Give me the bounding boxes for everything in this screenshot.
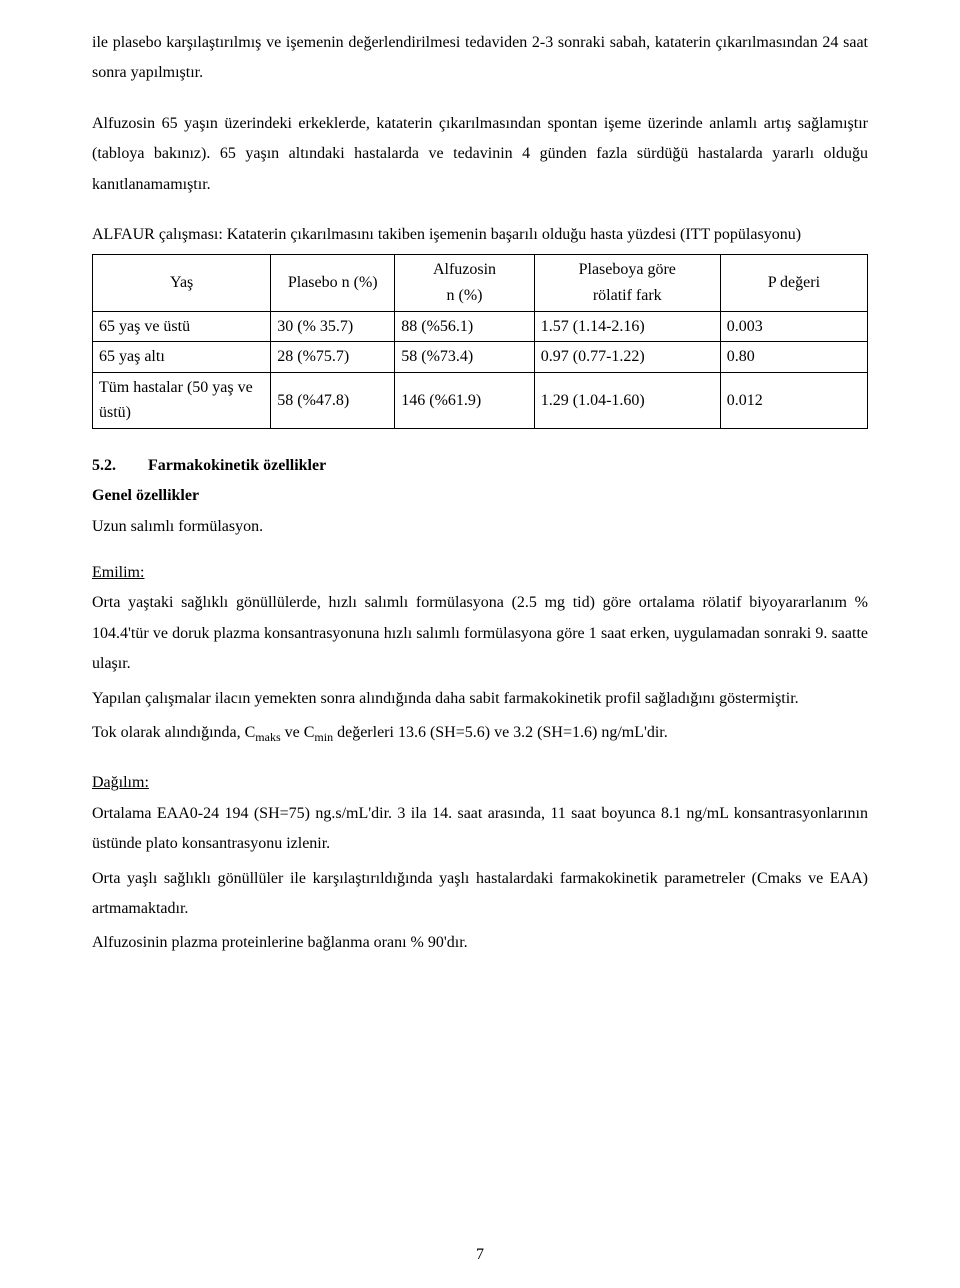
table-row: 65 yaş altı 28 (%75.7) 58 (%73.4) 0.97 (… <box>93 342 868 373</box>
table-row: 65 yaş ve üstü 30 (% 35.7) 88 (%56.1) 1.… <box>93 311 868 342</box>
subscript-maks: maks <box>255 730 280 744</box>
alfaur-table: Yaş Plasebo n (%) Alfuzosin n (%) Plaseb… <box>92 254 868 429</box>
dagilim-p3: Alfuzosinin plazma proteinlerine bağlanm… <box>92 928 868 958</box>
emilim-p3-mid: ve C <box>281 724 315 741</box>
emilim-p3-pre: Tok olarak alındığında, C <box>92 724 255 741</box>
document-page: ile plasebo karşılaştırılmış ve işemenin… <box>0 0 960 1288</box>
dagilim-heading: Dağılım: <box>92 768 868 798</box>
table-header-row: Yaş Plasebo n (%) Alfuzosin n (%) Plaseb… <box>93 255 868 311</box>
dagilim-block: Dağılım: Ortalama EAA0-24 194 (SH=75) ng… <box>92 768 868 958</box>
dagilim-p1: Ortalama EAA0-24 194 (SH=75) ng.s/mL'dir… <box>92 799 868 860</box>
emilim-p3: Tok olarak alındığında, Cmaks ve Cmin de… <box>92 718 868 748</box>
section-5-2-heading: 5.2. Farmakokinetik özellikler <box>92 451 868 481</box>
cell-p: 0.012 <box>720 372 867 428</box>
table-caption: ALFAUR çalışması: Kataterin çıkarılmasın… <box>92 220 868 250</box>
emilim-p2: Yapılan çalışmalar ilacın yemekten sonra… <box>92 684 868 714</box>
cell-p: 0.003 <box>720 311 867 342</box>
section-5-2-block: 5.2. Farmakokinetik özellikler Genel öze… <box>92 451 868 542</box>
section-title: Farmakokinetik özellikler <box>148 457 326 474</box>
cell-plasebo: 58 (%47.8) <box>271 372 395 428</box>
intro-paragraph-1: ile plasebo karşılaştırılmış ve işemenin… <box>92 28 868 89</box>
th-rel-line2: rölatif fark <box>593 287 662 304</box>
th-pvalue: P değeri <box>720 255 867 311</box>
th-alf-line1: Alfuzosin <box>433 261 496 278</box>
subscript-min: min <box>314 730 333 744</box>
th-alfuzosin: Alfuzosin n (%) <box>395 255 535 311</box>
emilim-block: Emilim: Orta yaştaki sağlıklı gönüllüler… <box>92 558 868 748</box>
cell-age: Tüm hastalar (50 yaş ve üstü) <box>93 372 271 428</box>
th-alf-line2: n (%) <box>447 287 483 304</box>
cell-p: 0.80 <box>720 342 867 373</box>
th-relative: Plaseboya göre rölatif fark <box>534 255 720 311</box>
cell-plasebo: 30 (% 35.7) <box>271 311 395 342</box>
emilim-heading: Emilim: <box>92 558 868 588</box>
cell-rel: 0.97 (0.77-1.22) <box>534 342 720 373</box>
th-age: Yaş <box>93 255 271 311</box>
section-subheading: Genel özellikler <box>92 481 868 511</box>
page-number: 7 <box>0 1240 960 1270</box>
cell-alf: 146 (%61.9) <box>395 372 535 428</box>
cell-age: 65 yaş ve üstü <box>93 311 271 342</box>
emilim-p1: Orta yaştaki sağlıklı gönüllülerde, hızl… <box>92 588 868 679</box>
intro-paragraph-2: Alfuzosin 65 yaşın üzerindeki erkeklerde… <box>92 109 868 200</box>
emilim-p3-post: değerleri 13.6 (SH=5.6) ve 3.2 (SH=1.6) … <box>333 724 668 741</box>
section-number: 5.2. <box>92 451 144 481</box>
table-row: Tüm hastalar (50 yaş ve üstü) 58 (%47.8)… <box>93 372 868 428</box>
section-subtext: Uzun salımlı formülasyon. <box>92 512 868 542</box>
cell-age: 65 yaş altı <box>93 342 271 373</box>
cell-alf: 88 (%56.1) <box>395 311 535 342</box>
cell-rel: 1.29 (1.04-1.60) <box>534 372 720 428</box>
th-rel-line1: Plaseboya göre <box>579 261 676 278</box>
dagilim-p2: Orta yaşlı sağlıklı gönüllüler ile karşı… <box>92 864 868 925</box>
th-plasebo: Plasebo n (%) <box>271 255 395 311</box>
cell-plasebo: 28 (%75.7) <box>271 342 395 373</box>
cell-alf: 58 (%73.4) <box>395 342 535 373</box>
cell-rel: 1.57 (1.14-2.16) <box>534 311 720 342</box>
